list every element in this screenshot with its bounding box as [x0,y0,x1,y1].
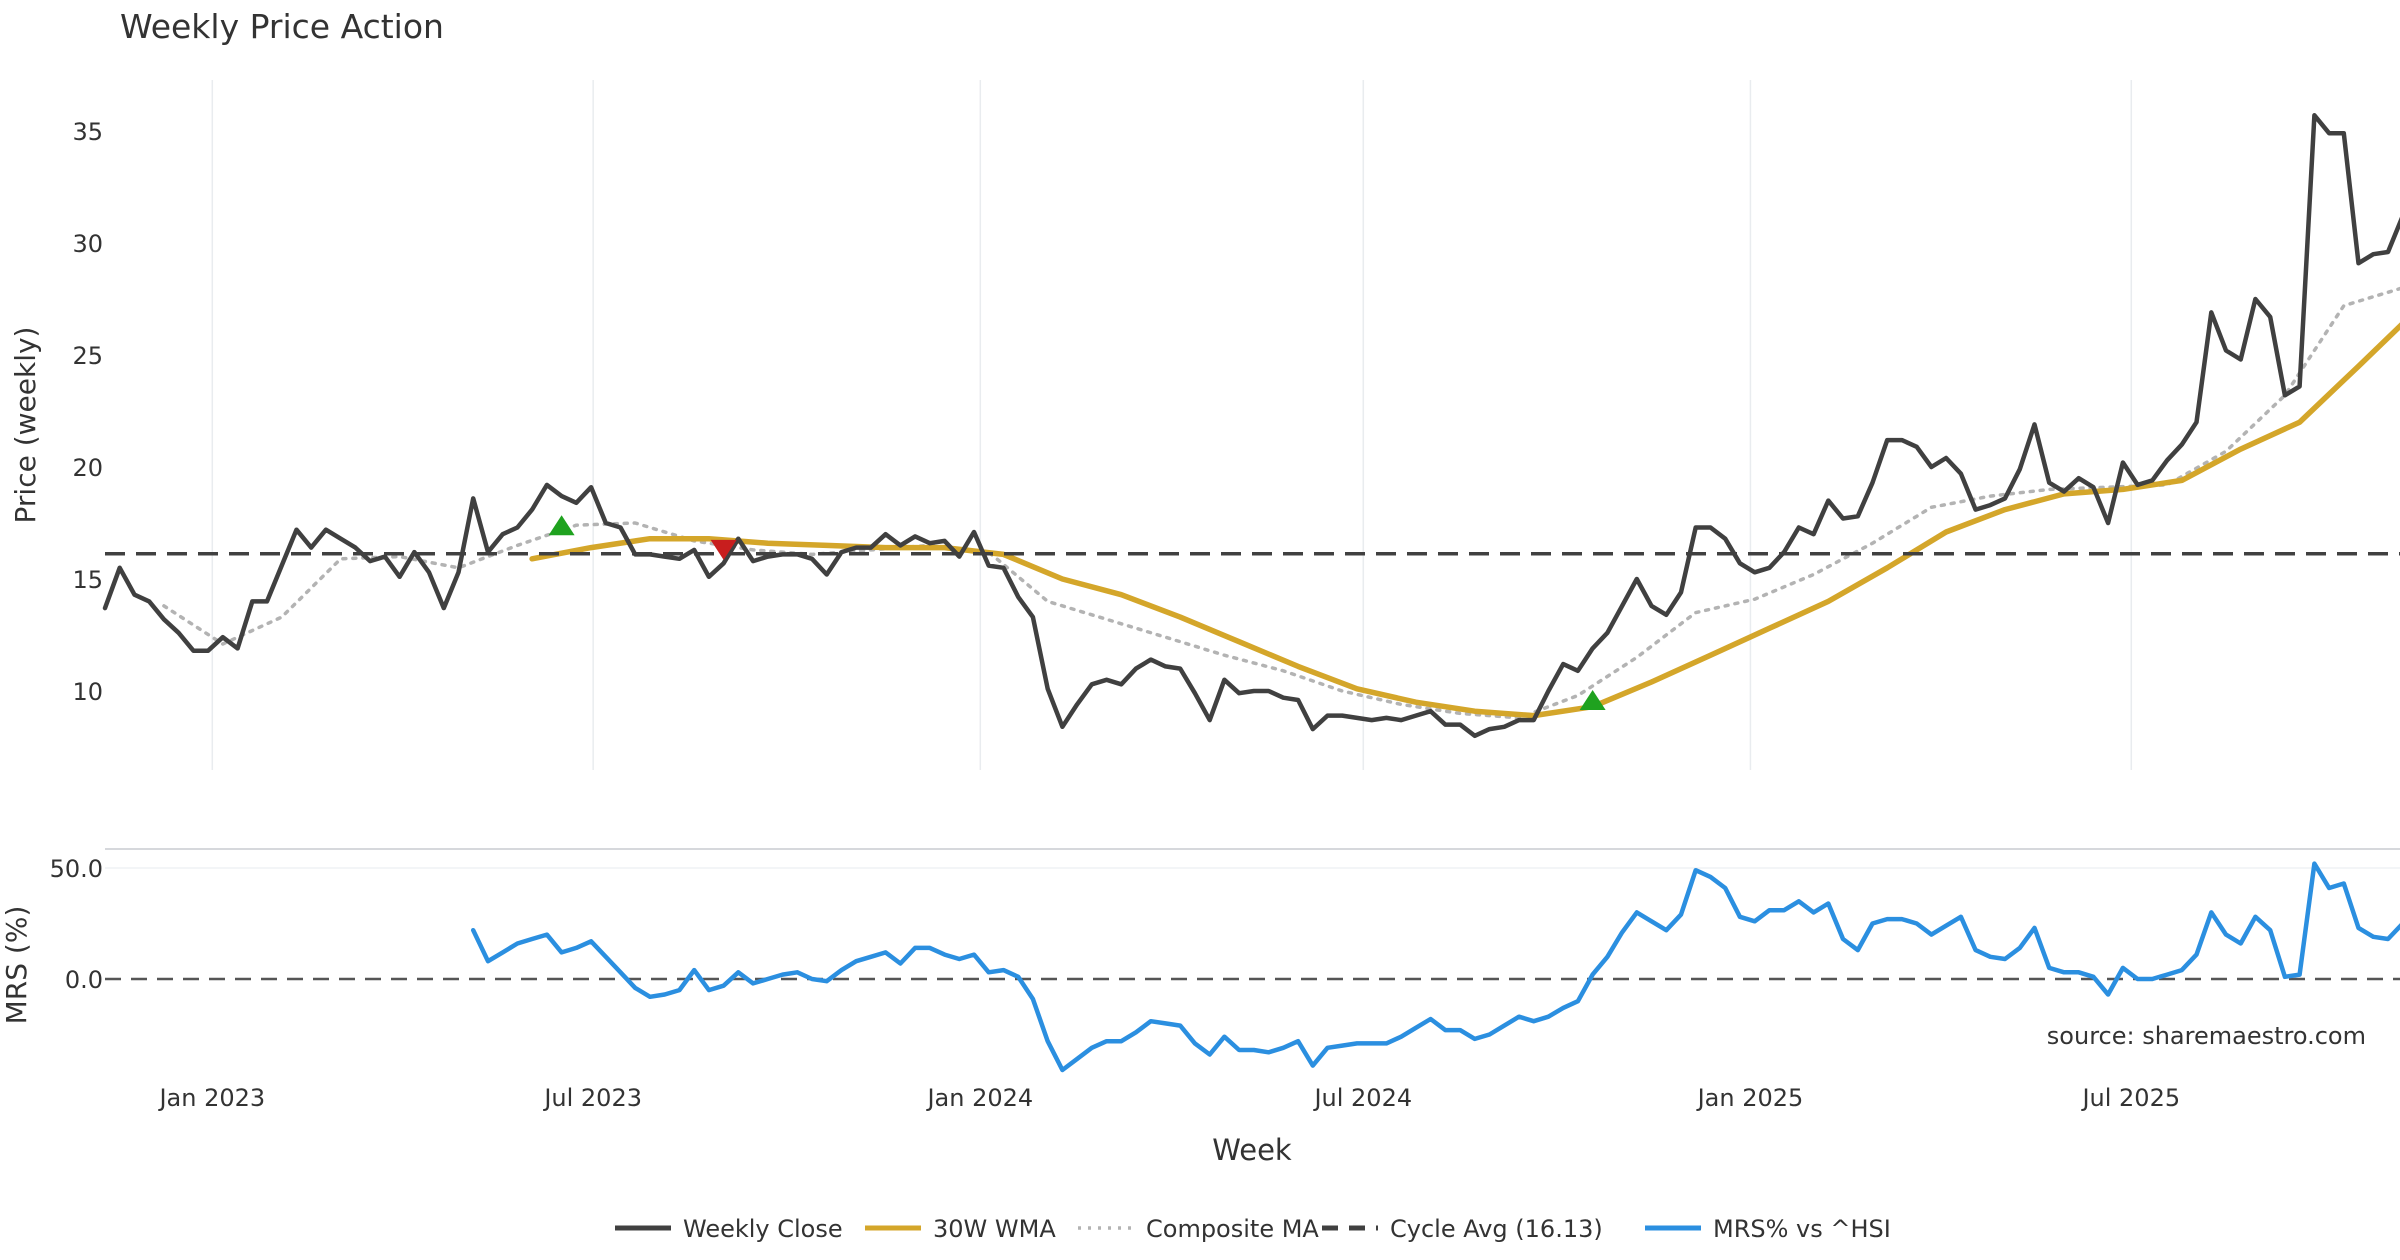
legend: Weekly Close 30W WMA Composite MA Cycle Avg… [615,1215,1891,1243]
x-tick-label: Jul 2024 [1312,1084,1412,1112]
signal-markers [548,515,1606,710]
price-y-tick-label: 30 [72,230,103,258]
price-y-tick-label: 10 [72,678,103,706]
price-y-ticks: 10 15 20 25 30 35 [72,118,103,706]
price-y-axis-label: Price (weekly) [9,327,42,524]
price-y-tick-label: 15 [72,566,103,594]
source-credit: source: sharemaestro.com [2047,1022,2366,1050]
legend-label: Composite MA [1146,1215,1319,1243]
x-tick-label: Jan 2025 [1696,1084,1804,1112]
x-tick-label: Jul 2025 [2080,1084,2180,1112]
x-tick-label: Jan 2024 [925,1084,1033,1112]
mrs-y-tick-label: 50.0 [50,855,103,883]
price-y-tick-label: 20 [72,454,103,482]
x-tick-label: Jul 2023 [542,1084,642,1112]
mrs-y-ticks: 0.0 50.0 [50,855,103,994]
series-weekly-close-line [102,113,2400,739]
mrs-series-group [470,861,2400,1073]
legend-label: MRS% vs ^HSI [1713,1215,1891,1243]
legend-label: 30W WMA [933,1215,1056,1243]
buy-signal-marker [548,515,575,536]
x-tick-label: Jan 2023 [157,1084,265,1112]
x-ticks: Jan 2023 Jul 2023 Jan 2024 Jul 2024 Jan 2025… [157,1084,2180,1112]
series-composite-ma-line [162,286,2400,720]
mrs-y-tick-label: 0.0 [65,966,103,994]
price-gridlines [211,80,2133,770]
sell-signal-marker [710,539,737,560]
legend-label: Cycle Avg (16.13) [1390,1215,1603,1243]
mrs-gridlines [105,867,2400,981]
price-series-group [102,113,2400,739]
x-axis-label: Week [1212,1133,1292,1167]
chart-title: Weekly Price Action [120,7,444,46]
mrs-y-axis-label: MRS (%) [0,906,33,1025]
series-30w-wma-line [529,322,2400,719]
price-y-tick-label: 25 [72,342,103,370]
series-mrs-line [470,861,2400,1073]
buy-signal-marker [1579,689,1606,710]
price-y-tick-label: 35 [72,118,103,146]
legend-label: Weekly Close [683,1215,843,1243]
